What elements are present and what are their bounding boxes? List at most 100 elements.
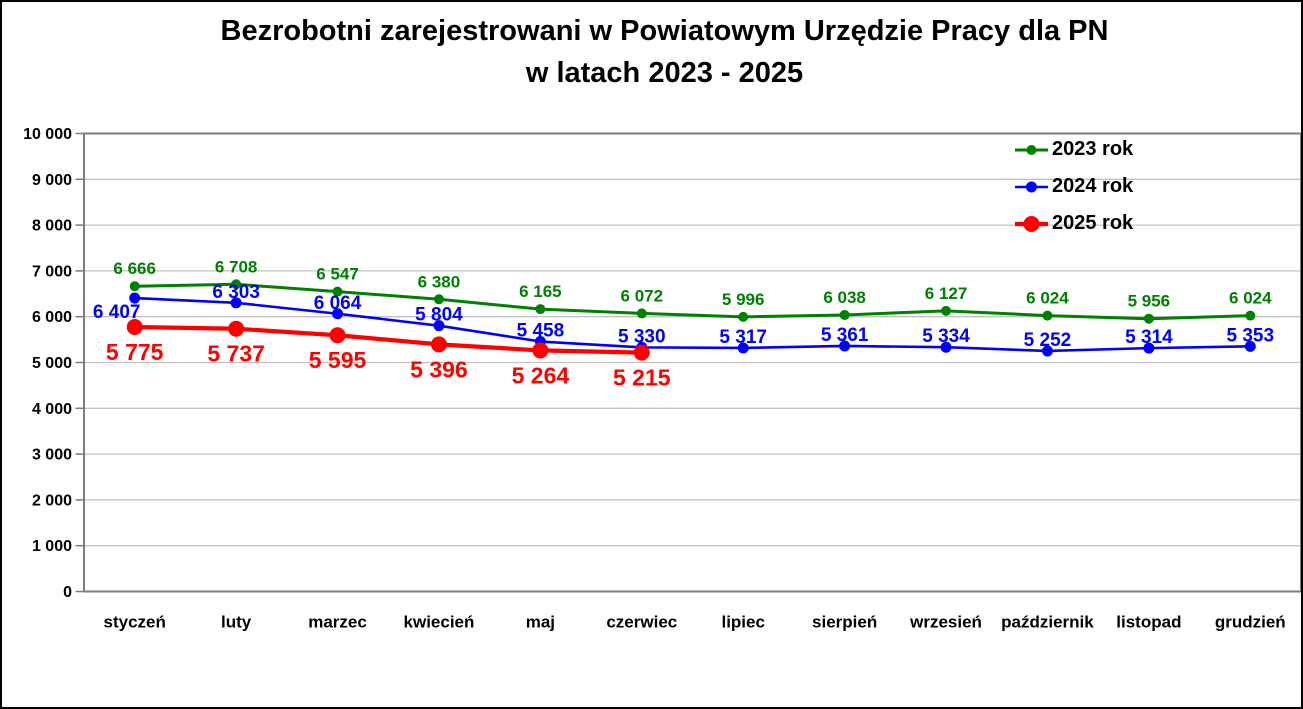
data-value-label: 5 215	[613, 365, 671, 391]
y-axis-label: 0	[63, 584, 72, 601]
data-point-2025-rok	[532, 342, 549, 359]
y-axis-label: 8 000	[32, 218, 72, 235]
data-value-label: 6 024	[1026, 289, 1069, 308]
data-point-2024-rok	[1244, 340, 1256, 352]
data-value-label: 5 252	[1024, 330, 1072, 351]
data-value-label: 5 804	[415, 305, 463, 326]
data-value-label: 6 038	[823, 288, 866, 307]
data-point-2023-rok	[839, 309, 850, 320]
data-value-label: 6 547	[316, 265, 359, 284]
data-point-2024-rok	[332, 308, 344, 320]
data-value-label: 6 165	[519, 282, 562, 301]
data-value-label: 5 264	[512, 362, 570, 388]
legend-item-2024: 2024 rok	[1015, 168, 1133, 205]
data-point-2023-rok	[1143, 313, 1154, 324]
legend-item-2023: 2023 rok	[1015, 131, 1133, 168]
x-axis-label: styczeń	[104, 613, 166, 632]
data-value-label: 6 064	[314, 293, 362, 314]
x-axis-label: październik	[1001, 613, 1094, 632]
series-line-2023-rok	[133, 282, 1252, 321]
data-value-label: 5 737	[207, 341, 265, 367]
data-value-label: 6 708	[215, 257, 258, 276]
x-axis-label: sierpień	[812, 613, 877, 632]
data-value-label: 5 396	[410, 356, 468, 382]
x-axis-label: lipiec	[721, 613, 764, 632]
legend-label-2023: 2023 rok	[1052, 138, 1134, 160]
data-point-2023-rok	[636, 308, 647, 319]
data-point-2024-rok	[737, 342, 749, 354]
x-axis-label: maj	[526, 613, 555, 632]
data-value-label: 6 407	[93, 302, 141, 323]
legend-dot-2023	[1026, 144, 1037, 155]
data-value-label: 6 380	[418, 272, 461, 291]
y-axis-label: 7 000	[32, 263, 72, 280]
data-point-2023-rok	[231, 279, 242, 290]
data-point-2023-rok	[738, 311, 749, 322]
x-axis-label: marzec	[308, 613, 367, 632]
y-axis-label: 9 000	[32, 172, 72, 189]
data-point-2025-rok	[633, 344, 650, 361]
y-axis-label: 5 000	[32, 355, 72, 372]
data-point-2025-rok	[126, 319, 143, 336]
data-point-2025-rok	[430, 336, 447, 353]
legend-item-2025: 2025 rok	[1015, 205, 1133, 242]
data-value-label: 5 996	[722, 290, 765, 309]
y-axis-label: 6 000	[32, 309, 72, 326]
legend-dot-2024	[1026, 181, 1037, 192]
data-point-2024-rok	[230, 297, 242, 309]
x-axis-label: wrzesień	[909, 613, 982, 632]
data-point-2025-rok	[329, 327, 346, 344]
x-axis-label: grudzień	[1215, 613, 1286, 632]
data-point-2023-rok	[433, 294, 444, 305]
data-point-2024-rok	[129, 292, 141, 304]
data-point-2024-rok	[1143, 342, 1155, 354]
data-value-label: 6 024	[1229, 289, 1272, 308]
x-axis-label: luty	[221, 613, 252, 632]
series-line-2025-rok	[132, 324, 644, 355]
data-value-label: 5 361	[821, 325, 869, 346]
data-point-2023-rok	[535, 304, 546, 315]
series-line-2024-rok	[133, 296, 1252, 353]
data-value-label: 5 334	[922, 326, 970, 347]
data-point-2023-rok	[129, 281, 140, 292]
data-value-label: 5 775	[106, 339, 164, 365]
legend-label-2025: 2025 rok	[1052, 212, 1134, 234]
legend-dot-2025	[1023, 215, 1040, 232]
y-axis-label: 2 000	[32, 492, 72, 509]
data-value-label: 5 956	[1128, 292, 1171, 311]
legend-marker-2024	[1015, 181, 1048, 192]
data-value-label: 6 127	[925, 284, 968, 303]
chart-title-line1: Bezrobotni zarejestrowani w Powiatowym U…	[220, 15, 1109, 47]
legend-label-2024: 2024 rok	[1052, 175, 1134, 197]
data-value-label: 5 317	[719, 327, 767, 348]
data-value-label: 5 595	[309, 347, 367, 373]
chart-legend: 2023 rok 2024 rok 2025 rok	[1015, 131, 1133, 242]
x-axis-label: listopad	[1116, 613, 1181, 632]
data-point-2025-rok	[228, 320, 245, 337]
x-axis-label: czerwiec	[606, 613, 677, 632]
data-value-label: 5 458	[517, 321, 565, 342]
data-point-2024-rok	[940, 341, 952, 353]
data-point-2023-rok	[1245, 310, 1256, 321]
data-value-label: 5 314	[1125, 327, 1173, 348]
data-value-label: 6 666	[113, 259, 156, 278]
data-value-label: 6 072	[621, 286, 664, 305]
y-axis-label: 3 000	[32, 447, 72, 464]
legend-marker-2023	[1015, 144, 1048, 155]
data-point-2023-rok	[941, 305, 952, 316]
data-point-2024-rok	[433, 320, 445, 332]
data-value-label: 6 303	[212, 282, 260, 303]
data-point-2023-rok	[332, 286, 343, 297]
data-value-label: 5 330	[618, 326, 666, 347]
y-axis-label: 1 000	[32, 538, 72, 555]
chart-title: Bezrobotni zarejestrowani w Powiatowym U…	[2, 10, 1301, 94]
legend-marker-2025	[1015, 215, 1048, 232]
x-axis-label: kwiecień	[404, 613, 475, 632]
data-point-2024-rok	[839, 340, 851, 352]
chart-title-line2: w latach 2023 - 2025	[525, 57, 804, 89]
y-axis-label: 10 000	[23, 126, 72, 143]
data-point-2023-rok	[1042, 310, 1053, 321]
data-value-label: 5 353	[1227, 325, 1275, 346]
